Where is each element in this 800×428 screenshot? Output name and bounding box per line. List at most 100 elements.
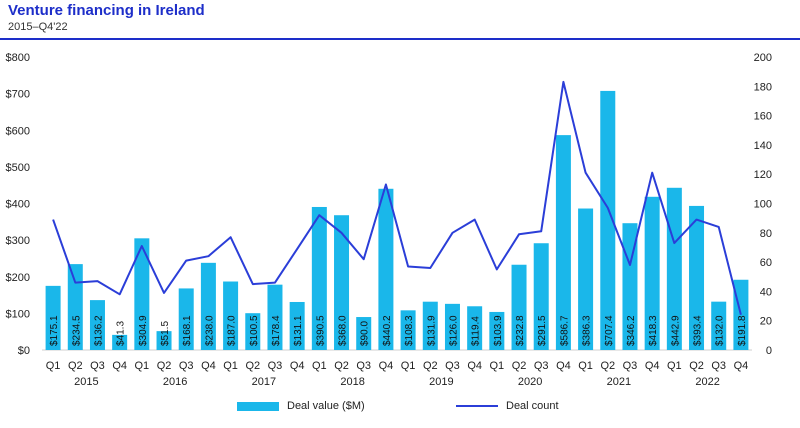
- bar-data-label: $119.4: [471, 316, 482, 346]
- bar: [600, 90, 616, 351]
- chart-plot: $0 $100 $200 $300 $400 $500 $600 $700 $800 0 20 40 6…: [6, 52, 772, 388]
- x-tick-label-quarter: Q2: [689, 360, 704, 372]
- bar-data-label: $304.9: [138, 315, 149, 346]
- x-tick-label-year: 2018: [340, 376, 364, 388]
- title-divider: [0, 38, 800, 40]
- y-left-tick-label: $100: [6, 308, 30, 320]
- bar: [689, 205, 705, 350]
- x-tick-label-quarter: Q2: [245, 360, 260, 372]
- y-left-tick-label: $800: [6, 52, 30, 64]
- bar: [200, 262, 216, 350]
- bar-data-label: $178.4: [271, 315, 282, 346]
- x-tick-label-quarter: Q4: [290, 360, 305, 372]
- bar: [555, 135, 571, 350]
- chart-title: Venture financing in Ireland: [8, 2, 205, 19]
- y-left-tick-label: $600: [6, 125, 30, 137]
- bar: [578, 208, 594, 350]
- x-tick-label-quarter: Q1: [312, 360, 327, 372]
- bar-data-label: $368.0: [338, 315, 349, 346]
- y-right-tick-label: 40: [760, 286, 772, 298]
- bar-data-label: $234.5: [71, 315, 82, 346]
- y-left-tick-label: $400: [6, 199, 30, 211]
- bar-data-label: $136.2: [93, 315, 104, 346]
- bar-data-label: $131.1: [293, 315, 304, 346]
- x-tick-label-quarter: Q3: [90, 360, 105, 372]
- y-left-tick-label: $200: [6, 272, 30, 284]
- x-tick-label-quarter: Q1: [490, 360, 505, 372]
- x-tick-label-quarter: Q3: [268, 360, 283, 372]
- x-tick-label-quarter: Q4: [556, 360, 571, 372]
- y-right-tick-label: 140: [754, 140, 772, 152]
- x-tick-label-quarter: Q3: [534, 360, 549, 372]
- bar: [444, 303, 460, 350]
- y-right-tick-label: 80: [760, 228, 772, 240]
- x-tick-label-year: 2020: [518, 376, 542, 388]
- x-tick-label-quarter: Q4: [112, 360, 127, 372]
- bar-data-label: $175.1: [49, 315, 60, 346]
- x-tick-label-quarter: Q1: [223, 360, 238, 372]
- x-tick-label-quarter: Q1: [135, 360, 150, 372]
- x-tick-label-quarter: Q3: [179, 360, 194, 372]
- x-tick-label-quarter: Q1: [578, 360, 593, 372]
- bar: [289, 301, 305, 350]
- bar-data-label: $191.8: [737, 315, 748, 346]
- bar: [422, 301, 438, 350]
- bar: [644, 196, 660, 350]
- legend-item-deal-value: Deal value ($M): [237, 398, 365, 414]
- bar: [45, 285, 61, 350]
- legend-label-deal-value: Deal value ($M): [287, 400, 365, 412]
- deal-count-line: [52, 80, 742, 316]
- y-left-tick-label: $500: [6, 162, 30, 174]
- bar: [356, 317, 372, 350]
- bar: [89, 300, 105, 350]
- y-right-tick-label: 60: [760, 257, 772, 269]
- bar-data-label: $586.7: [559, 315, 570, 346]
- bar: [533, 243, 549, 350]
- x-tick-label-year: 2022: [695, 376, 719, 388]
- bar: [311, 206, 327, 350]
- x-tick-label-quarter: Q3: [445, 360, 460, 372]
- y-right-tick-label: 20: [760, 316, 772, 328]
- y-right-tick-label: 100: [754, 199, 772, 211]
- x-tick-label-quarter: Q4: [467, 360, 482, 372]
- bar: [223, 281, 239, 350]
- bar-data-label: $442.9: [670, 315, 681, 346]
- bar-data-label: $100.5: [249, 315, 260, 346]
- bar: [67, 264, 83, 350]
- legend-swatch-bar: [237, 401, 279, 411]
- bar-data-label: $390.5: [315, 315, 326, 346]
- bar-data-label: $108.3: [404, 315, 415, 346]
- y-left-tick-label: $700: [6, 89, 30, 101]
- legend-swatch-line: [456, 405, 498, 407]
- x-tick-label-quarter: Q2: [600, 360, 615, 372]
- bar-data-label: $132.0: [715, 315, 726, 346]
- legend-label-deal-count: Deal count: [506, 400, 559, 412]
- y-left-tick-label: $0: [18, 345, 30, 357]
- x-tick-label-quarter: Q3: [623, 360, 638, 372]
- x-tick-label-year: 2021: [607, 376, 631, 388]
- bar-data-label: $187.0: [227, 315, 238, 346]
- bar: [400, 310, 416, 350]
- x-tick-label-quarter: Q3: [711, 360, 726, 372]
- x-tick-label-year: 2017: [252, 376, 276, 388]
- bar-data-label: $126.0: [448, 315, 459, 346]
- bar-data-label: $232.8: [515, 315, 526, 346]
- bar: [178, 288, 194, 350]
- legend: Deal value ($M) Deal count: [0, 398, 800, 416]
- x-tick-label-quarter: Q4: [201, 360, 216, 372]
- bar-data-label: $440.2: [382, 315, 393, 346]
- bar-data-label: $103.9: [493, 315, 504, 346]
- bar: [711, 301, 727, 350]
- x-tick-label-quarter: Q2: [157, 360, 172, 372]
- bar: [245, 313, 261, 350]
- bar-data-label: $51.5: [160, 321, 171, 346]
- bar-data-label: $418.3: [648, 315, 659, 346]
- x-tick-label-quarter: Q1: [401, 360, 416, 372]
- bar-data-label: $131.9: [426, 315, 437, 346]
- bar: [378, 188, 394, 350]
- y-right-tick-label: 0: [766, 345, 772, 357]
- bar: [334, 215, 350, 350]
- bar: [489, 311, 505, 350]
- y-right-tick-label: 160: [754, 111, 772, 123]
- bar-data-label: $41.3: [116, 321, 127, 346]
